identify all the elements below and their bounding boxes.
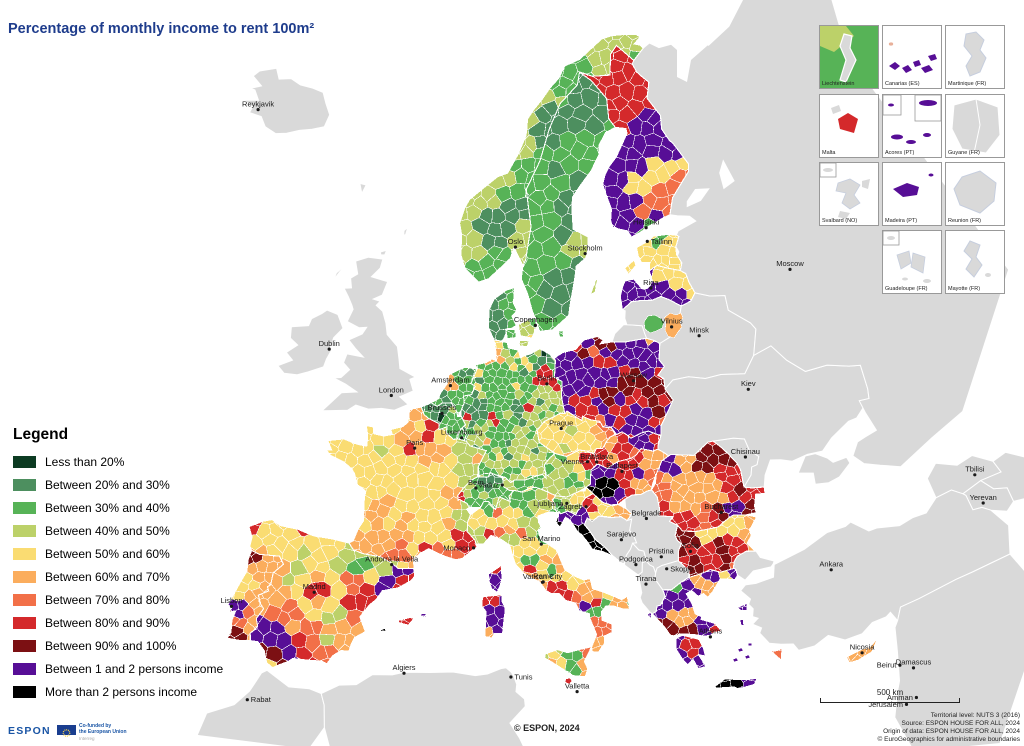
svg-text:Skopje: Skopje xyxy=(670,564,693,573)
svg-text:Warsaw: Warsaw xyxy=(620,371,647,380)
svg-text:Vienna: Vienna xyxy=(561,457,585,466)
svg-text:Podgorica: Podgorica xyxy=(619,554,654,563)
svg-text:Copenhagen: Copenhagen xyxy=(514,315,557,324)
svg-text:Damascus: Damascus xyxy=(896,658,932,667)
svg-text:Tunis: Tunis xyxy=(514,673,532,682)
svg-text:Vilnius: Vilnius xyxy=(661,317,683,326)
svg-text:Beirut: Beirut xyxy=(877,661,898,670)
svg-text:Brussels: Brussels xyxy=(428,403,457,412)
svg-text:San Marino: San Marino xyxy=(522,534,560,543)
svg-text:Bratislava: Bratislava xyxy=(580,452,614,461)
svg-text:Rabat: Rabat xyxy=(251,695,272,704)
svg-text:Berlin: Berlin xyxy=(537,374,556,383)
svg-text:Vaduz: Vaduz xyxy=(478,481,499,490)
svg-text:Dublin: Dublin xyxy=(319,339,340,348)
svg-text:Riga: Riga xyxy=(643,278,659,287)
svg-text:Kiev: Kiev xyxy=(741,379,756,388)
svg-text:Moscow: Moscow xyxy=(776,259,804,268)
svg-text:Oslo: Oslo xyxy=(508,237,523,246)
svg-text:Luxembourg: Luxembourg xyxy=(441,428,483,437)
svg-text:Monaco: Monaco xyxy=(443,543,470,552)
svg-text:Algiers: Algiers xyxy=(393,663,416,672)
svg-text:Bucharest: Bucharest xyxy=(704,502,739,511)
svg-text:Nicosia: Nicosia xyxy=(850,643,875,652)
svg-text:Yerevan: Yerevan xyxy=(970,493,997,502)
svg-text:Andorra la Vella: Andorra la Vella xyxy=(365,554,419,563)
svg-text:Sofia: Sofia xyxy=(682,541,700,550)
svg-text:Budapest: Budapest xyxy=(606,461,639,470)
svg-text:Bern: Bern xyxy=(468,478,484,487)
svg-text:London: London xyxy=(379,385,404,394)
svg-text:Minsk: Minsk xyxy=(689,326,709,335)
svg-text:Stockholm: Stockholm xyxy=(568,243,603,252)
svg-text:Valletta: Valletta xyxy=(565,681,590,690)
svg-text:Zagreb: Zagreb xyxy=(559,502,583,511)
svg-text:Prague: Prague xyxy=(549,418,573,427)
svg-text:Chisinau: Chisinau xyxy=(731,447,760,456)
svg-text:Ankara: Ankara xyxy=(819,560,844,569)
svg-text:Lisbon: Lisbon xyxy=(220,596,242,605)
svg-text:Rome: Rome xyxy=(533,572,553,581)
svg-text:Madrid: Madrid xyxy=(303,582,326,591)
svg-text:Sarajevo: Sarajevo xyxy=(607,530,637,539)
svg-text:Belgrade: Belgrade xyxy=(631,508,661,517)
svg-text:Amman: Amman xyxy=(887,693,913,702)
svg-text:Jerusalem: Jerusalem xyxy=(868,700,903,709)
svg-text:Ljubljana: Ljubljana xyxy=(533,499,564,508)
svg-text:Tbilisi: Tbilisi xyxy=(965,465,985,474)
svg-text:Tallinn: Tallinn xyxy=(651,237,672,246)
svg-text:Paris: Paris xyxy=(406,438,423,447)
svg-text:Helsinki: Helsinki xyxy=(633,218,660,227)
svg-text:Reykjavik: Reykjavik xyxy=(242,99,274,108)
svg-text:Athens: Athens xyxy=(699,627,723,636)
svg-text:Tirana: Tirana xyxy=(636,574,658,583)
svg-text:Vatican City: Vatican City xyxy=(523,572,563,581)
svg-text:Pristina: Pristina xyxy=(649,547,675,556)
svg-text:Amsterdam: Amsterdam xyxy=(431,375,469,384)
